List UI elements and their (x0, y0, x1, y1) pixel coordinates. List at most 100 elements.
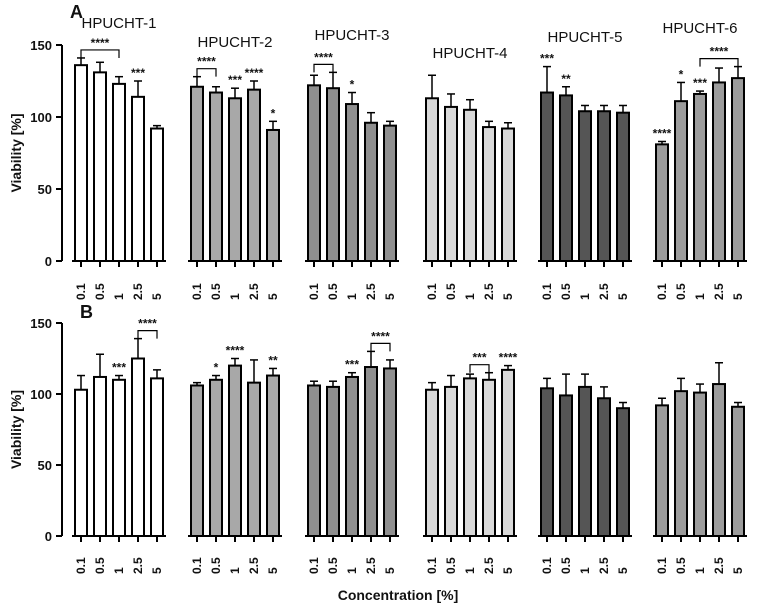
x-tick-label: 5 (501, 293, 515, 300)
series-hpucht-3: 0.1 0.5 1 *** 2.5 5 **** (305, 329, 399, 574)
bracket-label: *** (472, 351, 486, 365)
x-tick-label: 0.1 (425, 283, 439, 300)
x-tick-label: 2.5 (712, 283, 726, 300)
bar (364, 366, 378, 537)
series-hpucht-1: 0.1 0.5 1 2.5 *** 5 **** HPUCHT-1 (72, 15, 166, 300)
bracket-label: **** (138, 317, 157, 331)
bar (228, 97, 242, 262)
x-tick-label: 0.1 (74, 283, 88, 300)
x-tick-label: 5 (731, 567, 745, 574)
bar (578, 110, 592, 262)
series-hpucht-2: 0.1 0.5 1***2.5****5*****HPUCHT-2 (188, 34, 282, 300)
x-tick-label: 0.5 (93, 557, 107, 574)
bracket-label: **** (710, 45, 729, 59)
significance-label: *** (131, 66, 145, 80)
bar (463, 108, 477, 262)
significance-label: * (350, 78, 355, 92)
significance-label: * (679, 67, 684, 81)
group-label: HPUCHT-2 (197, 34, 272, 51)
significance-bracket (699, 58, 739, 67)
bar (150, 377, 164, 537)
x-tick-label: 2.5 (364, 283, 378, 300)
x-tick-label: 2.5 (597, 557, 611, 574)
bar (74, 64, 88, 262)
series-hpucht-6: 0.1 0.5 1 2.5 5 (653, 362, 747, 574)
x-tick-label: 5 (501, 567, 515, 574)
bracket-label: **** (197, 55, 216, 69)
bar (425, 97, 439, 262)
group-label: HPUCHT-5 (547, 29, 622, 46)
bar (674, 390, 688, 537)
panel-letter: A (70, 2, 83, 22)
x-tick-label: 1 (112, 567, 126, 574)
bar (131, 95, 145, 262)
bar (693, 92, 707, 262)
x-tick-label: 5 (616, 293, 630, 300)
x-tick-label: 1 (578, 567, 592, 574)
bar (93, 375, 107, 537)
panel-letter: B (80, 302, 93, 322)
y-tick-label: 100 (30, 110, 52, 125)
x-tick-label: 0.5 (674, 283, 688, 300)
series-hpucht-5: 0.1 *** 0.5 ** 1 2.5 5 HPUCHT-5 (538, 29, 632, 300)
bar (712, 383, 726, 537)
bar (731, 77, 745, 263)
bracket-label: **** (91, 36, 110, 50)
group-label: HPUCHT-4 (432, 45, 507, 62)
significance-bracket (80, 49, 120, 58)
bar (326, 385, 340, 537)
x-tick-label: 2.5 (482, 557, 496, 574)
bar (74, 388, 88, 537)
x-tick-label: 0.5 (209, 283, 223, 300)
x-tick-label: 2.5 (712, 557, 726, 574)
significance-bracket (137, 330, 158, 339)
y-tick-label: 50 (38, 458, 52, 473)
bar (444, 385, 458, 537)
bar (444, 105, 458, 262)
significance-label: * (271, 106, 276, 120)
x-tick-label: 5 (150, 567, 164, 574)
x-axis-label: Concentration [%] (338, 587, 459, 603)
bar (307, 84, 321, 262)
x-tick-label: 5 (266, 293, 280, 300)
bar (247, 381, 261, 538)
bar (266, 374, 280, 538)
bar (209, 378, 223, 537)
x-tick-label: 0.1 (425, 557, 439, 574)
series-hpucht-6: 0.1 **** 0.5 * 1 *** 2.5 5 **** HPUCHT-6 (653, 20, 747, 300)
x-tick-label: 1 (463, 567, 477, 574)
bar (597, 110, 611, 262)
bar (655, 143, 669, 262)
x-tick-label: 1 (693, 567, 707, 574)
bar (578, 385, 592, 537)
bar (693, 391, 707, 537)
bar (112, 378, 126, 537)
bar (482, 126, 496, 262)
bar (540, 387, 554, 537)
significance-bracket (313, 63, 334, 73)
x-tick-label: 0.5 (444, 283, 458, 300)
significance-label: * (214, 361, 219, 375)
series-hpucht-4: 0.1 0.5 1 2.5 5 HPUCHT-4 (423, 45, 517, 300)
significance-bracket (370, 342, 391, 352)
group-label: HPUCHT-1 (81, 15, 156, 32)
bar (150, 127, 164, 262)
series-hpucht-5: 0.1 0.5 1 2.5 5 (538, 373, 632, 574)
x-tick-label: 0.1 (74, 557, 88, 574)
x-tick-label: 5 (616, 567, 630, 574)
y-tick-label: 150 (30, 38, 52, 53)
y-tick-label: 0 (45, 529, 52, 544)
y-tick-label: 0 (45, 254, 52, 269)
x-tick-label: 5 (383, 293, 397, 300)
bar (93, 71, 107, 262)
x-tick-label: 1 (228, 293, 242, 300)
x-tick-label: 5 (266, 567, 280, 574)
bar (383, 367, 397, 537)
bar (112, 82, 126, 262)
bar (559, 94, 573, 263)
y-tick-label: 150 (30, 316, 52, 331)
bar (559, 394, 573, 538)
significance-label: ** (268, 353, 278, 367)
bar (345, 103, 359, 263)
